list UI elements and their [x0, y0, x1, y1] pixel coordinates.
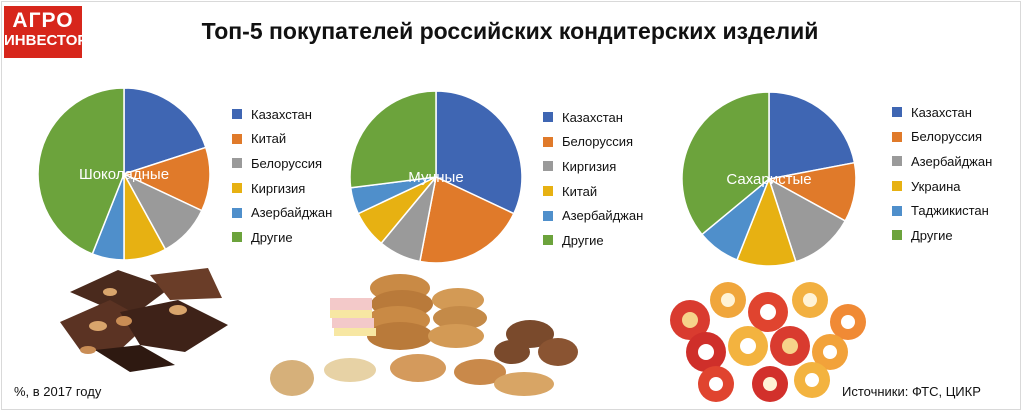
legend-item: Китай — [232, 127, 332, 152]
pie-center-label: Сахаристые — [726, 171, 811, 188]
cookies-image — [270, 274, 578, 396]
legend-label: Другие — [562, 232, 604, 248]
pie-flour: Мучные — [349, 90, 523, 264]
legend-swatch — [232, 232, 242, 243]
legend-label: Белоруссия — [562, 134, 634, 150]
legend-swatch — [543, 235, 553, 246]
legend-item: Белоруссия — [543, 130, 643, 155]
candies-image — [670, 282, 866, 402]
legend-item: Азербайджан — [232, 200, 332, 225]
legend-chocolate: Казахстан Китай Белоруссия Киргизия Азербайд… — [232, 102, 332, 250]
chocolate-image — [60, 268, 228, 372]
legend-label: Белоруссия — [251, 155, 323, 171]
legend-item: Азербайджан — [892, 149, 992, 174]
pie-slice-china — [121, 146, 211, 212]
legend-label: Азербайджан — [251, 205, 333, 221]
legend-swatch — [543, 186, 553, 197]
pie-slice-kazakhstan — [768, 91, 856, 180]
pie-chocolate: Шоколадные — [37, 87, 211, 261]
legend-item: Казахстан — [232, 102, 332, 127]
legend-label: Другие — [911, 227, 953, 243]
legend-swatch — [543, 161, 553, 172]
legend-swatch — [892, 230, 902, 241]
pie-slice-other — [37, 87, 125, 255]
legend-swatch — [892, 107, 902, 118]
legend-item: Белоруссия — [232, 151, 332, 176]
legend-label: Казахстан — [911, 104, 972, 120]
legend-swatch — [232, 183, 242, 194]
legend-swatch — [543, 112, 553, 123]
legend-label: Таджикистан — [911, 203, 989, 219]
legend-item: Киргизия — [543, 154, 643, 179]
footer-unit-note: %, в 2017 году — [14, 384, 102, 399]
pie-slice-kazakhstan — [435, 90, 523, 215]
pie-slice-belarus — [419, 175, 515, 264]
chart-title: Топ-5 покупателей российских кондитерски… — [201, 18, 819, 44]
logo-line-2: ИНВЕСТОР — [4, 32, 88, 49]
legend-swatch — [232, 133, 242, 144]
legend-item: Азербайджан — [543, 203, 643, 228]
legend-item: Китай — [543, 179, 643, 204]
legend-swatch — [232, 109, 242, 120]
legend-item: Другие — [892, 223, 992, 248]
pie-center-label: Мучные — [408, 169, 463, 186]
legend-label: Азербайджан — [911, 153, 993, 169]
pie-sugar: Сахаристые — [681, 91, 857, 267]
legend-swatch — [892, 156, 902, 167]
legend-sugar: Казахстан Белоруссия Азербайджан Украина Тад… — [892, 100, 992, 248]
legend-swatch — [892, 181, 902, 192]
agroinvestor-logo: АГРО ИНВЕСТОР — [4, 6, 88, 58]
legend-swatch — [892, 205, 902, 216]
legend-label: Белоруссия — [911, 129, 983, 145]
legend-item: Белоруссия — [892, 125, 992, 150]
legend-flour: Казахстан Белоруссия Киргизия Китай Азербайд… — [543, 105, 643, 253]
logo-line-1: АГРО — [12, 9, 74, 32]
pie-slice-other — [349, 90, 437, 189]
legend-swatch — [543, 136, 553, 147]
legend-swatch — [543, 210, 553, 221]
legend-label: Другие — [251, 229, 293, 245]
pie-slice-other — [681, 91, 770, 236]
pie-slice-azerbaijan — [767, 177, 847, 263]
legend-item: Казахстан — [543, 105, 643, 130]
legend-item: Украина — [892, 174, 992, 199]
legend-label: Китай — [251, 131, 287, 147]
legend-label: Киргизия — [562, 158, 617, 174]
footer-sources-note: Источники: ФТС, ЦИКР — [842, 384, 981, 399]
legend-label: Китай — [562, 183, 598, 199]
pie-slice-kazakhstan — [123, 87, 207, 176]
legend-item: Другие — [543, 228, 643, 253]
legend-item: Другие — [232, 225, 332, 250]
legend-swatch — [232, 158, 242, 169]
legend-label: Украина — [911, 178, 961, 194]
legend-swatch — [232, 207, 242, 218]
legend-label: Азербайджан — [562, 208, 644, 224]
legend-swatch — [892, 131, 902, 142]
legend-label: Казахстан — [251, 106, 312, 122]
legend-label: Киргизия — [251, 180, 306, 196]
legend-item: Таджикистан — [892, 198, 992, 223]
pie-center-label: Шоколадные — [79, 166, 169, 183]
legend-item: Казахстан — [892, 100, 992, 125]
legend-label: Казахстан — [562, 109, 623, 125]
legend-item: Киргизия — [232, 176, 332, 201]
